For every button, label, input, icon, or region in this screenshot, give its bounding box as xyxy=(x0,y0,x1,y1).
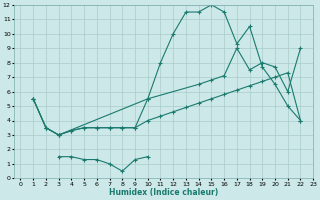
X-axis label: Humidex (Indice chaleur): Humidex (Indice chaleur) xyxy=(109,188,218,197)
